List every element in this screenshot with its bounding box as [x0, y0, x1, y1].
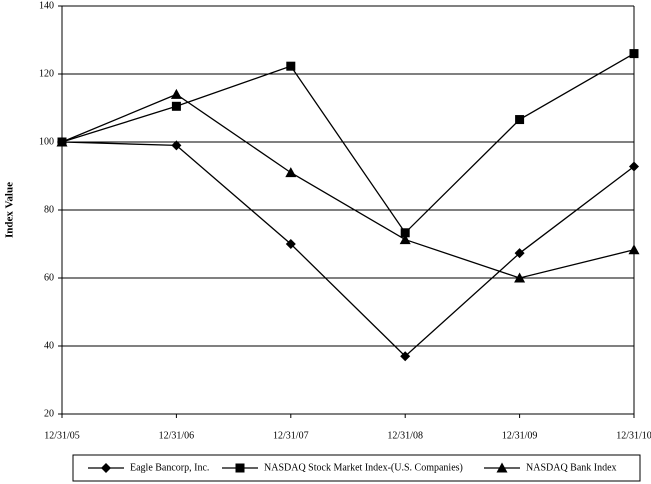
y-tick-label: 140 — [39, 0, 54, 11]
marker — [170, 88, 182, 99]
series-line — [61, 93, 635, 279]
marker — [400, 351, 411, 362]
legend-label: NASDAQ Bank Index — [526, 462, 617, 473]
marker — [171, 140, 182, 151]
marker — [56, 136, 68, 147]
marker — [629, 161, 639, 172]
series-line — [61, 141, 635, 358]
y-tick-label: 40 — [44, 340, 54, 351]
x-tick-label: 12/31/10 — [616, 430, 651, 441]
y-tick-label: 120 — [39, 68, 54, 79]
x-tick-label: 12/31/07 — [273, 430, 309, 441]
y-tick-label: 60 — [44, 272, 54, 283]
legend-marker — [101, 463, 111, 473]
marker — [514, 272, 526, 283]
y-tick-label: 20 — [44, 408, 54, 419]
x-tick-label: 12/31/05 — [44, 430, 80, 441]
marker — [628, 244, 640, 255]
y-axis-title: Index Value — [4, 182, 16, 238]
marker — [286, 61, 296, 71]
marker — [399, 234, 411, 245]
x-tick-label: 12/31/06 — [159, 430, 195, 441]
legend-marker — [235, 463, 245, 473]
series-line — [61, 53, 635, 234]
legend-label: Eagle Bancorp, Inc. — [130, 462, 209, 473]
marker — [514, 248, 525, 259]
marker — [400, 228, 410, 238]
marker — [171, 101, 181, 111]
marker — [515, 115, 525, 125]
x-tick-label: 12/31/08 — [387, 430, 423, 441]
legend-box — [72, 454, 641, 482]
y-tick-label: 100 — [39, 136, 54, 147]
x-tick-label: 12/31/09 — [502, 430, 538, 441]
legend-marker — [496, 462, 508, 473]
marker — [285, 239, 296, 249]
marker — [285, 167, 297, 178]
y-tick-label: 80 — [44, 204, 54, 215]
legend-label: NASDAQ Stock Market Index-(U.S. Companie… — [264, 462, 463, 473]
marker — [629, 49, 639, 59]
